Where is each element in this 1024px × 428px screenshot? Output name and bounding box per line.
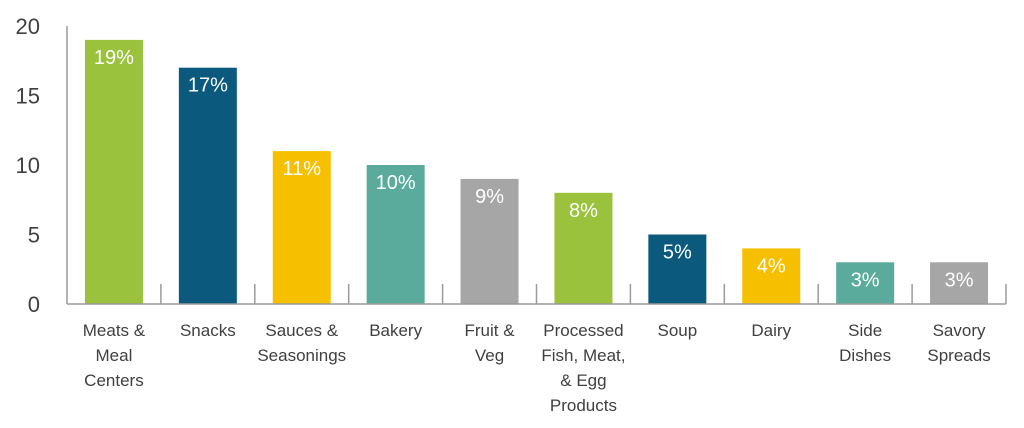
y-tick-label: 20 bbox=[16, 14, 40, 39]
data-label: 10% bbox=[376, 172, 416, 194]
bar bbox=[272, 151, 331, 304]
data-label: 11% bbox=[282, 158, 321, 180]
y-tick-label: 0 bbox=[28, 292, 40, 317]
bar bbox=[366, 165, 425, 304]
category-label: Side Dishes bbox=[839, 321, 891, 365]
data-label: 19% bbox=[94, 47, 134, 69]
y-axis-ticks: 0 5 10 15 20 bbox=[16, 14, 40, 317]
bar bbox=[930, 262, 989, 304]
y-tick-label: 10 bbox=[16, 153, 40, 178]
category-label: Savory Spreads bbox=[927, 321, 990, 365]
data-labels: 19% 17% 11% 10% 9% 8% 5% 4% 3% 3% bbox=[94, 47, 974, 291]
category-label: Fruit & Veg bbox=[465, 321, 516, 365]
data-label: 8% bbox=[569, 200, 598, 222]
category-labels: Meats & Meal Centers Snacks Sauces & Seasonin… bbox=[83, 321, 991, 415]
data-label: 9% bbox=[475, 186, 504, 208]
bar bbox=[178, 67, 237, 304]
y-tick-label: 5 bbox=[28, 223, 40, 248]
bar bbox=[836, 262, 895, 304]
y-tick-label: 15 bbox=[16, 84, 40, 109]
category-label: Snacks bbox=[180, 321, 236, 340]
bar bbox=[742, 248, 801, 304]
category-label: Processed Fish, Meat, & Egg Products bbox=[541, 321, 625, 415]
data-label: 4% bbox=[757, 255, 786, 277]
category-label: Meats & Meal Centers bbox=[83, 321, 146, 390]
data-label: 3% bbox=[851, 269, 880, 291]
bar bbox=[648, 234, 707, 304]
category-label: Sauces & Seasonings bbox=[257, 321, 346, 365]
bar bbox=[84, 39, 143, 305]
x-axis bbox=[66, 26, 1007, 305]
data-label: 17% bbox=[188, 75, 228, 97]
bars bbox=[84, 39, 989, 305]
data-label: 5% bbox=[663, 242, 692, 264]
category-label: Soup bbox=[657, 321, 697, 340]
bar bbox=[554, 192, 613, 304]
data-label: 3% bbox=[945, 269, 974, 291]
bar bbox=[460, 178, 519, 304]
category-label: Dairy bbox=[751, 321, 791, 340]
category-label: Bakery bbox=[369, 321, 422, 340]
